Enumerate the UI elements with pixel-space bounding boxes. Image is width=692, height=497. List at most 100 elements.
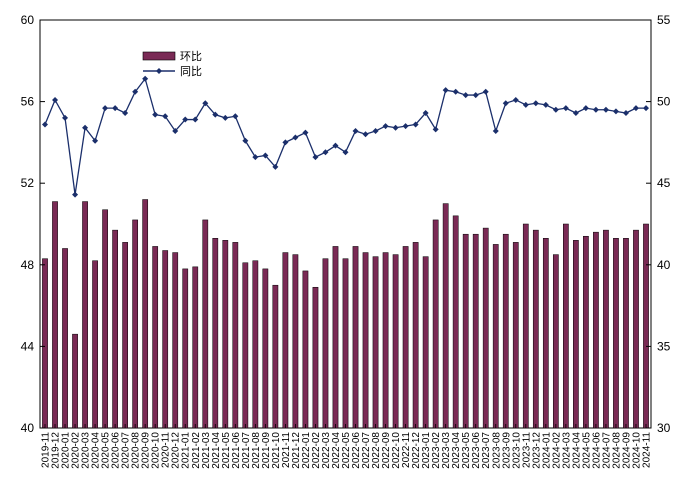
bar (372, 256, 379, 429)
x-tick-label: 2022-03 (321, 432, 332, 469)
bar (542, 238, 549, 429)
bar (242, 262, 249, 429)
bar (282, 252, 289, 429)
bar (512, 242, 519, 429)
bar (452, 215, 459, 429)
line-point (632, 105, 639, 112)
line-point (402, 123, 409, 130)
bar (232, 242, 239, 429)
x-tick-label: 2023-11 (521, 432, 532, 468)
bar (502, 233, 509, 429)
line-point (92, 137, 99, 144)
x-tick-label: 2022-05 (341, 432, 352, 469)
line-point (172, 127, 179, 134)
bar (402, 246, 409, 429)
line-point (152, 111, 159, 118)
bar (332, 246, 339, 429)
x-tick-label: 2019-12 (51, 432, 62, 469)
line-point (452, 88, 459, 95)
x-tick-label: 2021-10 (271, 432, 282, 469)
bar (82, 201, 88, 429)
x-tick-label: 2023-08 (491, 432, 502, 469)
bar (112, 229, 118, 429)
bar (583, 235, 589, 429)
x-tick-label: 2023-05 (461, 432, 472, 469)
x-tick-label: 2021-01 (181, 432, 192, 469)
bar (412, 242, 419, 429)
bar (302, 270, 309, 429)
bar (522, 223, 529, 429)
x-tick-label: 2023-09 (501, 432, 512, 469)
line-point (362, 131, 369, 138)
bar (563, 223, 569, 429)
right-y-tick-label: 35 (657, 339, 671, 353)
x-tick-label: 2019-11 (41, 432, 52, 468)
x-tick-label: 2022-12 (411, 432, 422, 469)
line-point (132, 88, 139, 95)
bar (643, 223, 649, 429)
bar (42, 258, 48, 429)
x-tick-label: 2022-08 (371, 432, 382, 469)
line-point (182, 116, 189, 123)
x-tick-label: 2021-08 (251, 432, 262, 469)
line-point (112, 105, 119, 112)
bar (442, 203, 449, 429)
line-point (612, 108, 619, 115)
bar (52, 201, 58, 429)
bar (342, 258, 349, 429)
bar (152, 246, 159, 429)
legend: 环比 同比 (142, 50, 202, 78)
bar (532, 229, 539, 429)
x-tick-label: 2021-02 (191, 432, 202, 469)
x-tick-label: 2022-09 (381, 432, 392, 469)
line-point (482, 88, 489, 95)
line-point (192, 116, 199, 123)
line-point (212, 111, 219, 118)
bar (362, 252, 369, 429)
bar (192, 266, 199, 429)
legend-bar-label: 环比 (180, 50, 202, 63)
line-point (72, 191, 79, 198)
line-point (552, 106, 559, 113)
bar (172, 252, 179, 429)
bar (212, 238, 219, 429)
bar (62, 248, 68, 429)
line-point (282, 139, 289, 146)
bar (392, 254, 399, 429)
x-tick-label: 2021-12 (291, 432, 302, 469)
x-tick-label: 2021-09 (261, 432, 272, 469)
x-tick-label: 2023-12 (531, 432, 542, 469)
right-y-tick-label: 45 (657, 176, 671, 190)
x-axis-ticks: 2019-11 2019-12 2020-01 2020-02 2020-03 2020-… (41, 424, 652, 469)
x-tick-label: 2020-12 (171, 432, 182, 469)
x-tick-label: 2024-05 (581, 432, 592, 469)
line-point (512, 96, 519, 103)
bar (623, 238, 629, 429)
line-point (252, 154, 259, 161)
line-point (422, 110, 429, 117)
legend-line-label: 同比 (180, 65, 202, 78)
line-path (44, 77, 646, 195)
bar (102, 209, 108, 429)
bar (222, 240, 229, 429)
bar (92, 260, 98, 429)
bar (202, 219, 209, 429)
x-tick-label: 2024-06 (591, 432, 602, 469)
bar (482, 227, 489, 429)
x-tick-label: 2020-04 (91, 432, 102, 469)
x-tick-label: 2022-11 (401, 432, 412, 468)
line-point (202, 100, 209, 107)
bar-series (42, 199, 649, 429)
line-point (262, 152, 269, 159)
x-tick-label: 2020-05 (101, 432, 112, 469)
line-point (522, 101, 529, 108)
x-tick-label: 2020-01 (61, 432, 72, 469)
x-tick-label: 2023-03 (441, 432, 452, 469)
x-tick-label: 2020-09 (141, 432, 152, 469)
line-point (602, 106, 609, 113)
x-tick-label: 2024-08 (611, 432, 622, 469)
bar (593, 231, 599, 429)
line-point (472, 92, 479, 99)
line-point (102, 105, 109, 112)
